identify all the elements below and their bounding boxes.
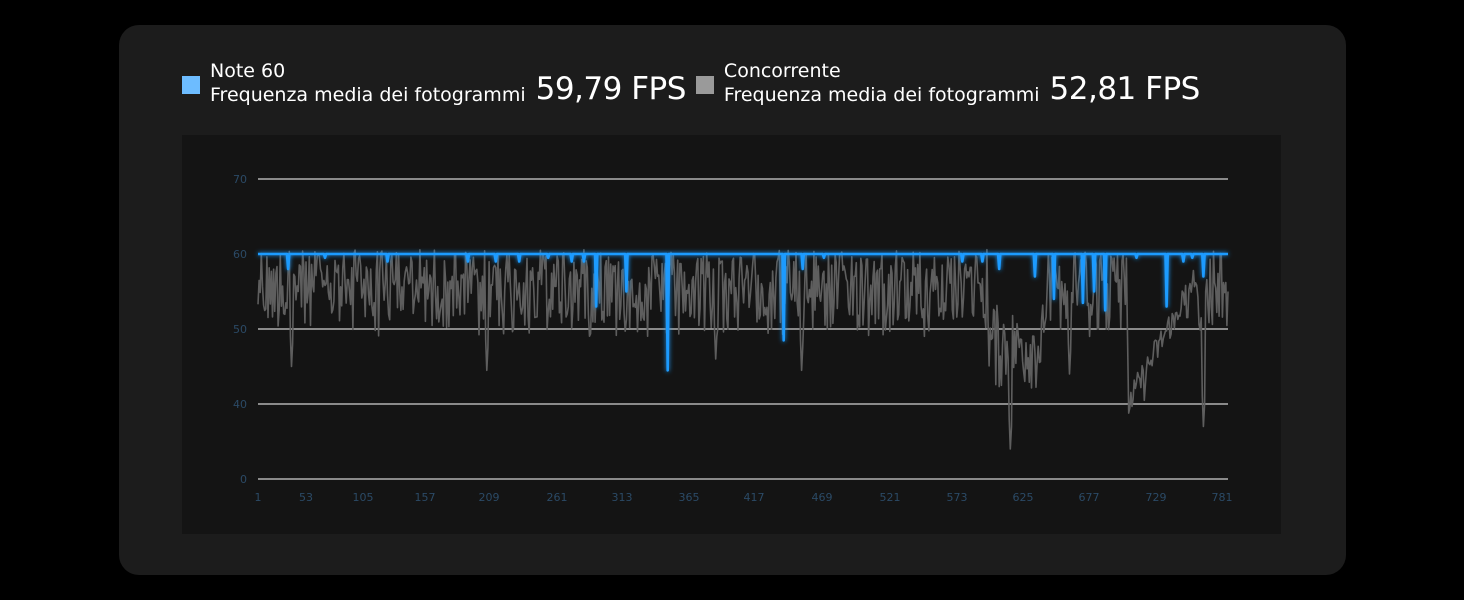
chart-panel [182,135,1281,534]
legend-series-label: Frequenza media dei fotogrammi [210,84,526,106]
y-tick-label: 50 [233,323,247,336]
x-tick-label: 781 [1212,491,1233,504]
x-tick-label: 157 [415,491,436,504]
legend-series-value: 59,79 FPS [535,71,687,107]
legend-series-value: 52,81 FPS [1049,71,1201,107]
x-axis-ticks: 1 53 105 157 209 261 313 365 417 469 521 573 625 677 7… [255,491,1233,504]
competitor-swatch-icon [695,76,714,94]
y-tick-label: 40 [233,398,247,411]
note60-line [257,252,1229,372]
legend-item-competitor[interactable]: Concorrente Frequenza media dei fotogram… [695,59,1201,107]
x-tick-label: 677 [1079,491,1100,504]
x-tick-label: 1 [255,491,262,504]
x-tick-label: 261 [547,491,568,504]
y-tick-label: 0 [240,473,247,486]
x-tick-label: 625 [1013,491,1034,504]
x-tick-label: 365 [679,491,700,504]
x-tick-label: 209 [479,491,500,504]
legend-series-name: Concorrente [723,60,841,82]
x-tick-label: 729 [1146,491,1167,504]
x-tick-label: 417 [744,491,765,504]
x-tick-label: 313 [612,491,633,504]
gridlines [258,178,1228,480]
x-tick-label: 53 [299,491,313,504]
x-tick-label: 469 [812,491,833,504]
legend: Note 60 Frequenza media dei fotogrammi 5… [182,57,1210,109]
legend-series-name: Note 60 [210,60,286,82]
legend-item-note60[interactable]: Note 60 Frequenza media dei fotogrammi 5… [182,59,686,107]
y-tick-label: 60 [233,248,247,261]
note60-swatch-icon [182,76,200,94]
competitor-line [257,248,1229,450]
x-tick-label: 105 [353,491,374,504]
x-tick-label: 573 [947,491,968,504]
x-tick-label: 521 [880,491,901,504]
y-axis-ticks: 70 60 50 40 0 [233,173,247,486]
y-tick-label: 70 [233,173,247,186]
legend-series-label: Frequenza media dei fotogrammi [723,84,1040,106]
